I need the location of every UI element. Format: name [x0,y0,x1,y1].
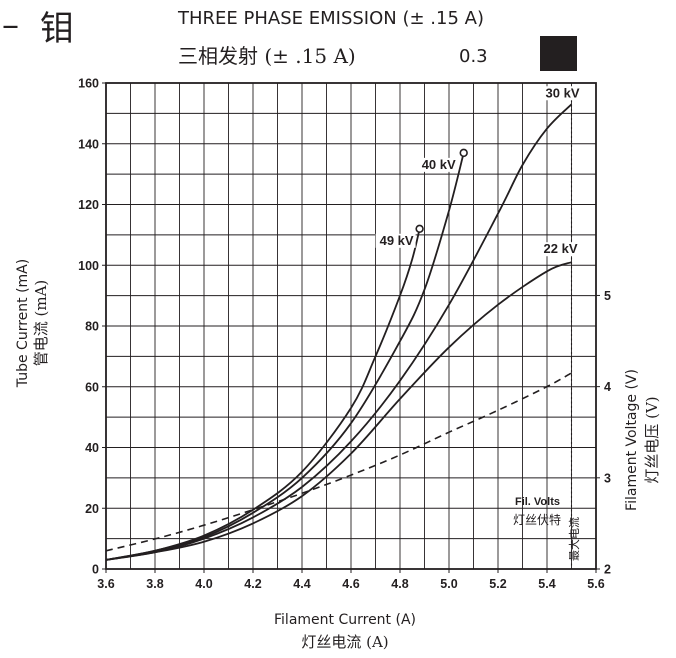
y-tick-label: 160 [78,77,99,91]
series-line-30-kv [105,103,573,561]
y-axis-title: Tube Current (mA) [15,259,31,388]
series-label-30-kv: 30 kV [546,85,580,100]
y-tick-label: 140 [78,137,99,151]
x-tick-label: 3.8 [146,577,163,591]
chart-header: – 钼 THREE PHASE EMISSION (± .15 A) 三相发射 … [2,5,577,71]
series-label-22-kv: 22 kV [544,241,578,256]
x-axis-title: Filament Current (A) [274,612,416,628]
x-axis-title-cn: 灯丝电流 (A) [301,633,388,651]
series-end-marker-40-kv [459,148,468,158]
y-tick-label: 0 [92,563,99,577]
chart-title-cn: 三相发射 (± .15 A) [178,44,356,68]
right-tick-labels: 2 3 4 5 [596,289,611,577]
x-tick-label: 4.0 [195,577,212,591]
series-label-bg-49-kv [375,233,416,248]
focal-spot-value: 0.3 [459,46,488,67]
y-tick-label: 40 [85,441,99,455]
series-line-fil-volts [105,372,572,552]
y-tick-label: 120 [78,198,99,212]
right-axis-title-cn: 灯丝电压 (V) [643,396,661,483]
chart-title-en: THREE PHASE EMISSION (± .15 A) [177,8,484,29]
y-tick-labels: 0 20 40 60 80 100 120 140 160 [78,77,106,577]
fil-volts-label-cn: 灯丝伏特 [513,512,561,527]
right-tick-label: 3 [604,471,611,485]
series-line-49-kv [105,228,421,561]
series-label-49-kv: 49 kV [380,233,414,248]
x-tick-label: 5.0 [440,577,457,591]
fil-volts-label: Fil. Volts [515,496,560,508]
x-tick-label: 4.8 [391,577,408,591]
right-tick-label: 4 [604,380,611,394]
header-dash: – [2,5,19,45]
x-tick-label: 4.4 [293,577,310,591]
plot-grid [106,83,596,569]
right-tick-label: 5 [604,289,611,303]
x-tick-label: 3.6 [97,577,114,591]
right-tick-label: 2 [604,563,611,577]
y-tick-label: 80 [85,320,99,334]
y-tick-label: 60 [85,380,99,394]
series-line-22-kv [105,261,572,561]
anode-material-label: 钼 [40,9,74,49]
x-tick-labels: 3.6 3.8 4.0 4.2 4.4 4.6 4.8 5.0 5.2 5.4 5.6 [97,569,605,591]
series-label-bg-22-kv [539,242,580,257]
x-tick-label: 5.6 [587,577,604,591]
x-tick-label: 4.2 [244,577,261,591]
x-tick-label: 4.6 [342,577,359,591]
x-tick-label: 5.4 [538,577,555,591]
y-axis-title-cn: 管电流 (mA) [32,280,50,367]
focal-spot-box [540,36,577,71]
series-label-40-kv: 40 kV [422,157,456,172]
series-label-bg-30-kv [541,86,582,101]
series-label-bg-40-kv [417,157,458,172]
series-end-marker-49-kv [415,224,424,234]
x-tick-label: 5.2 [489,577,506,591]
y-tick-label: 20 [85,502,99,516]
plot-series [105,103,573,561]
series-labels: 49 kV 40 kV 30 kV 22 kV [375,85,582,257]
right-axis-title: Filament Voltage (V) [624,369,640,511]
series-line-40-kv [105,152,465,561]
max-current-label: 最大电流 [567,517,581,561]
y-tick-label: 100 [78,259,99,273]
